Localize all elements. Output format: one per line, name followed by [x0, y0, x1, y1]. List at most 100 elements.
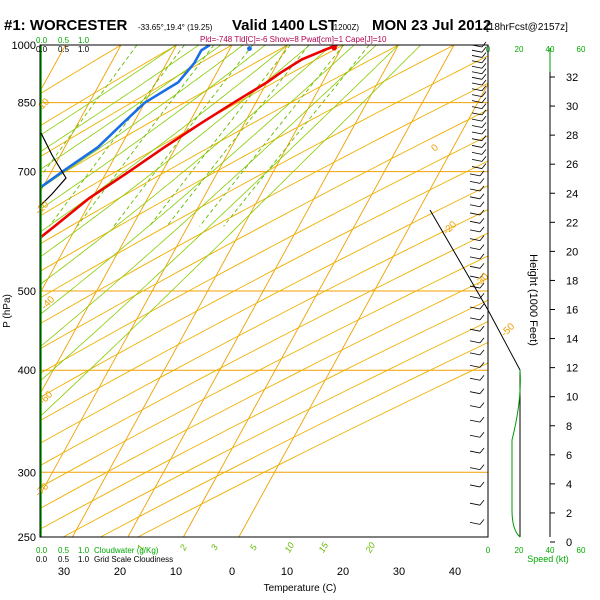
height-axis-title: Height (1000 Feet)	[527, 254, 539, 346]
y-axis-title: P (hPa)	[2, 294, 13, 328]
wind-barb	[469, 432, 485, 438]
wind-barb	[471, 135, 487, 142]
surface-dewpoint-marker	[247, 46, 252, 51]
wind-barb	[471, 122, 487, 128]
wind-barb	[471, 68, 487, 75]
temperature-tick-label: 40	[449, 566, 461, 578]
wind-barb	[469, 375, 485, 381]
temperature-tick-label: 20	[337, 566, 349, 578]
moist-adiabat--6	[40, 45, 199, 153]
temperature-point	[232, 102, 235, 104]
height-tick-label: 12	[566, 363, 578, 375]
speed-axis-title: Speed (kt)	[527, 554, 569, 564]
pressure-tick-label: 700	[18, 167, 36, 179]
wind-barb	[469, 170, 485, 177]
mixing-ratio-20	[223, 45, 370, 227]
wind-barb	[469, 263, 485, 269]
bottom-scale-r1-a: 0.0	[36, 546, 48, 555]
surface-temperature-marker	[331, 45, 337, 51]
thermo-grid	[40, 45, 488, 537]
mixing-ratio-label: 20	[363, 541, 377, 556]
temperature-tick-label: 20	[114, 566, 126, 578]
dry-adiabat-120	[40, 232, 488, 467]
temperature-point	[15, 257, 16, 258]
wind-axis-bottom-label: 20	[515, 546, 524, 555]
moist-adiabat-30	[40, 45, 399, 382]
wind-barb	[469, 293, 485, 299]
moist-adiabat-2	[40, 45, 244, 190]
dry-adiabat-80	[40, 135, 488, 374]
dewpoint-point	[121, 123, 123, 125]
wind-barb	[471, 85, 487, 92]
dry-adiabat-160	[62, 321, 488, 537]
height-tick-label: 24	[566, 188, 578, 200]
mixing-ratio-3	[76, 45, 215, 227]
title-valid: Valid 1400 LST	[232, 17, 337, 34]
wind-barb	[469, 388, 485, 395]
height-tick-label: 14	[566, 334, 578, 346]
mixing-ratio-1	[40, 45, 138, 179]
wind-barb	[469, 499, 485, 506]
dry-adiabat-90	[40, 160, 488, 398]
moist-adiabat-22	[40, 45, 355, 316]
wind-barb	[469, 416, 485, 423]
isotherm-30	[127, 45, 399, 537]
cloudiness-label: Grid Scale Cloudiness	[94, 555, 173, 564]
mixing-ratio-label: 1	[135, 543, 146, 552]
wind-barb	[469, 253, 485, 260]
dry-adiabat-100	[40, 185, 488, 422]
dewpoint-point	[25, 197, 26, 198]
top-scale-r2-a: 0.0	[36, 45, 48, 54]
height-scale-edge	[429, 209, 521, 537]
wind-barb	[469, 303, 485, 310]
wind-barb	[471, 103, 487, 110]
dry-adiabat--20	[40, 45, 122, 95]
left-panel	[40, 45, 67, 537]
temperature-point	[89, 197, 91, 199]
height-tick-label: 26	[566, 159, 578, 171]
dry-adiabat-40	[40, 45, 455, 272]
isotherm-10	[40, 45, 288, 496]
temperature-point	[301, 58, 303, 61]
wind-barb	[469, 218, 485, 224]
wind-barb	[471, 74, 487, 80]
wind-barb	[469, 226, 485, 233]
temperature-tick-label: 30	[58, 566, 70, 578]
temperature-point	[164, 146, 166, 148]
top-scale-r1-a: 0.0	[36, 36, 48, 45]
height-tick-label: 0	[566, 537, 572, 549]
bottom-scale-r2-b: 0.5	[58, 555, 70, 564]
height-tick-label: 18	[566, 275, 578, 287]
height-tick-label: 10	[566, 392, 578, 404]
mixing-ratio-10	[166, 45, 310, 227]
top-scale-r2-b: 0.5	[58, 45, 70, 54]
dry-adiabat-140	[40, 277, 488, 510]
wind-axis-bottom-label: 40	[546, 546, 555, 555]
wind-barb	[471, 57, 487, 64]
height-tick-label: 32	[566, 72, 578, 84]
top-scale-r1-c: 1.0	[78, 36, 90, 45]
wind-barb	[471, 128, 487, 135]
wind-barb	[469, 464, 485, 470]
height-tick-label: 2	[566, 508, 572, 520]
pressure-tick-label: 1000	[12, 40, 36, 52]
wind-barb	[471, 156, 487, 162]
dewpoint-point	[200, 49, 202, 51]
wind-barb	[469, 447, 485, 454]
dry-adiabat-110	[40, 209, 488, 444]
title-station: #1: WORCESTER	[4, 17, 128, 34]
wind-axis-top-label: 60	[577, 45, 586, 54]
temperature-point	[198, 123, 201, 125]
wind-barb	[469, 402, 485, 409]
dry-adiabat-180	[137, 362, 488, 537]
stability-indices: Pld=-748 Tld[C]=-6 Show=8 Pwat[cm]=1 Cap…	[200, 35, 387, 44]
mixing-ratio-5	[113, 45, 254, 227]
moist-adiabat-6	[40, 45, 266, 210]
bottom-scale-r2-c: 1.0	[78, 555, 90, 564]
temperature-point	[53, 225, 56, 227]
wind-barb	[469, 193, 485, 200]
bottom-scale-r2-a: 0.0	[36, 555, 48, 564]
height-tick-label: 20	[566, 246, 578, 258]
mixing-ratio-label: 15	[317, 540, 331, 555]
